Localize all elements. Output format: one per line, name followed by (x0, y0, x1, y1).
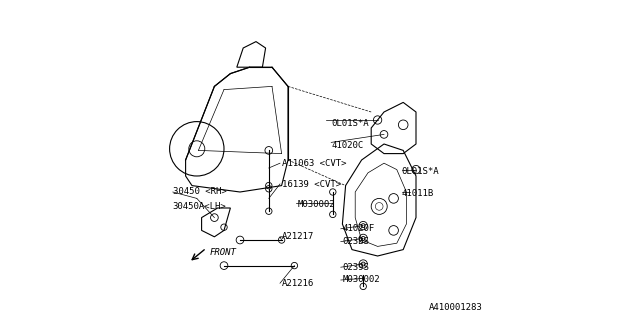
Text: 30450 <RH>: 30450 <RH> (173, 188, 227, 196)
Text: A410001283: A410001283 (429, 303, 483, 312)
Text: M030002: M030002 (342, 276, 380, 284)
Text: A21216: A21216 (282, 279, 314, 288)
Text: 023BS: 023BS (342, 237, 369, 246)
Text: 16139 <CVT>: 16139 <CVT> (282, 180, 340, 188)
Text: 0239S: 0239S (342, 263, 369, 272)
Text: 41020F: 41020F (342, 224, 374, 233)
Text: M030002: M030002 (298, 200, 335, 209)
Text: FRONT: FRONT (210, 248, 236, 257)
Text: 41011B: 41011B (402, 189, 434, 198)
Text: 0L01S*A: 0L01S*A (402, 167, 439, 176)
Text: 0L01S*A: 0L01S*A (332, 119, 369, 128)
Text: A21217: A21217 (282, 232, 314, 241)
Text: A11063 <CVT>: A11063 <CVT> (282, 159, 346, 168)
Text: 30450A<LH>: 30450A<LH> (173, 202, 227, 211)
Text: 41020C: 41020C (332, 141, 364, 150)
